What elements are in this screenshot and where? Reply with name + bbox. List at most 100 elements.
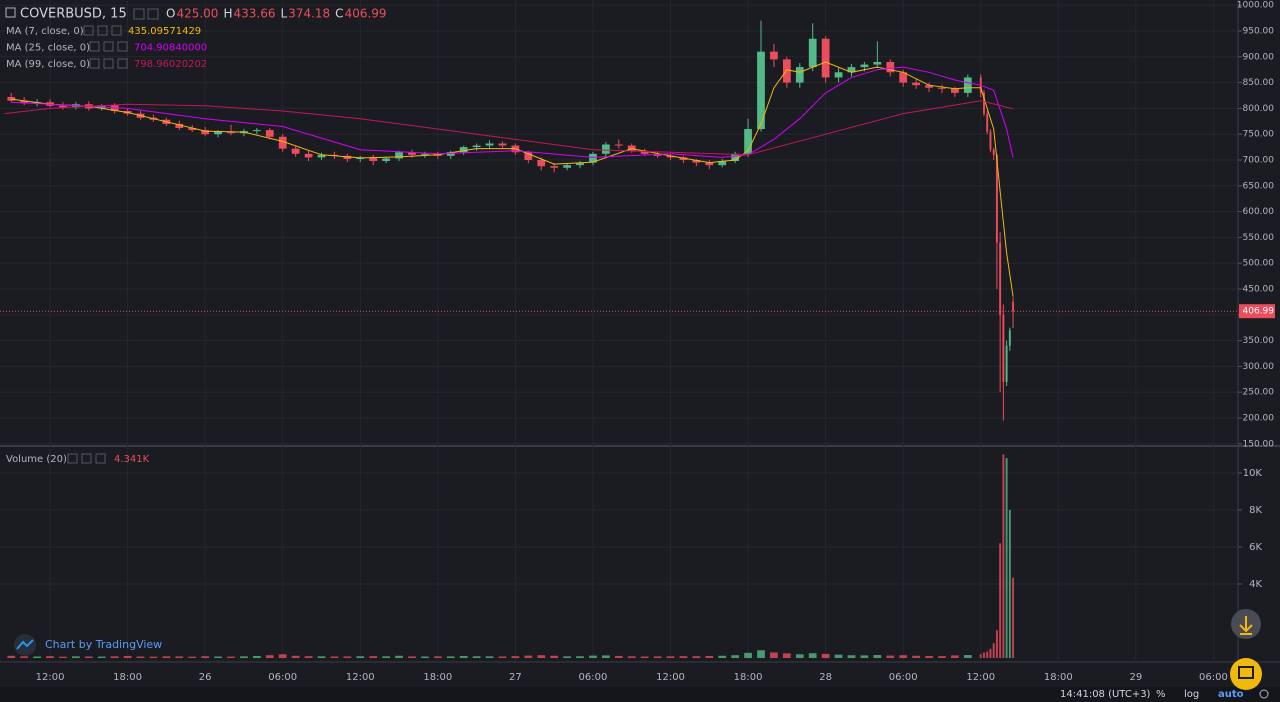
volume-bar (873, 655, 882, 658)
x-tick-label: 29 (1130, 672, 1143, 683)
settings-icon[interactable] (1259, 689, 1269, 699)
candle-body (992, 149, 995, 155)
volume-bar (240, 656, 248, 658)
y-tick-label: 6K (1249, 542, 1262, 553)
volume-bar (886, 655, 895, 658)
volume-bar (614, 655, 623, 658)
candle-body (999, 242, 1002, 315)
ma-legend-value: 704.90840000 (134, 43, 207, 54)
volume-bar (395, 655, 403, 658)
ma-line (4, 100, 1014, 156)
ma-legend: MA (25, close, 0) (6, 43, 90, 54)
x-tick-label: 18:00 (423, 672, 452, 683)
candle-body (995, 154, 998, 243)
y-tick-label: 700.00 (1243, 156, 1275, 166)
volume-bar (188, 656, 197, 658)
volume-bar (459, 655, 468, 658)
volume-bar (72, 656, 80, 658)
volume-bar (356, 656, 365, 658)
y-tick-label: 300.00 (1243, 362, 1275, 372)
volume-bar (524, 655, 533, 658)
candle-body (343, 155, 352, 159)
candle-body (214, 131, 222, 135)
volume-bar (995, 630, 998, 658)
candle-body (989, 131, 992, 150)
volume-bar (136, 656, 145, 658)
ma-line (11, 66, 1014, 158)
volume-bar (511, 656, 520, 658)
candle-body (291, 148, 300, 154)
ohlc-key: L (280, 7, 287, 21)
ohlc-value: 425.00 (176, 7, 218, 21)
volume-title: Volume (20) (6, 454, 67, 465)
ohlc-key: O (166, 7, 175, 21)
x-tick-label: 18:00 (1044, 672, 1073, 683)
candle-body (757, 51, 765, 130)
volume-bar (369, 656, 378, 658)
log-button[interactable]: log (1184, 689, 1199, 700)
volume-bar (498, 656, 507, 658)
chat-button[interactable] (1230, 658, 1262, 690)
volume-bar (408, 656, 416, 658)
volume-bar (938, 656, 946, 658)
y-tick-label: 200.00 (1243, 414, 1275, 424)
candle-body (1008, 330, 1011, 346)
volume-bar (485, 656, 494, 658)
candle-body (744, 129, 752, 154)
candle-body (382, 158, 391, 162)
volume-last: 4.341K (114, 454, 150, 465)
x-tick-label: 06:00 (1199, 672, 1228, 683)
volume-bar (992, 643, 995, 658)
candle-body (821, 38, 830, 78)
candle-body (912, 82, 921, 86)
candle-body (666, 155, 675, 158)
candle-body (925, 85, 933, 88)
volume-bar (989, 648, 992, 658)
candle-body (847, 67, 856, 73)
volume-bar (795, 654, 804, 658)
volume-bar (46, 656, 54, 658)
volume-bar (343, 656, 352, 658)
ma-legend: MA (99, close, 0) (6, 59, 90, 70)
watermark[interactable]: Chart by TradingView (45, 638, 162, 651)
volume-bar (7, 655, 16, 658)
candle-body (963, 77, 972, 93)
legend-icons[interactable] (67, 8, 159, 464)
candle-body (188, 128, 197, 131)
volume-bar (640, 656, 649, 658)
x-tick-label: 28 (819, 672, 832, 683)
ma-legend: MA (7, close, 0) (6, 26, 84, 37)
volume-bar (925, 655, 933, 658)
candle-body (705, 162, 714, 166)
volume-bar (718, 655, 727, 658)
ohlc-key: H (223, 7, 232, 21)
volume-bar (1012, 577, 1015, 658)
volume-bar (963, 655, 972, 658)
y-tick-label: 800.00 (1243, 104, 1275, 114)
ohlc-value: 433.66 (233, 7, 275, 21)
volume-bar (291, 655, 300, 658)
volume-bar (433, 656, 442, 658)
y-tick-label: 250.00 (1243, 388, 1275, 398)
collapse-icon[interactable] (5, 7, 16, 18)
candle-body (395, 152, 403, 159)
auto-button[interactable]: auto (1218, 689, 1244, 700)
y-tick-label: 600.00 (1243, 207, 1275, 217)
volume-bar (860, 655, 869, 658)
x-tick-label: 12:00 (966, 672, 995, 683)
candle-body (472, 145, 481, 148)
x-tick-label: 12:00 (36, 672, 65, 683)
volume-bar (550, 655, 559, 658)
y-tick-label: 850.00 (1243, 78, 1275, 88)
candle-body (576, 162, 584, 166)
x-tick-label: 18:00 (734, 672, 763, 683)
x-tick-label: 27 (509, 672, 522, 683)
x-tick-label: 06:00 (579, 672, 608, 683)
candle-body (317, 154, 326, 158)
percent-button[interactable]: % (1156, 689, 1166, 700)
volume-bar (382, 656, 391, 658)
volume-bar (679, 656, 688, 658)
volume-bar (563, 656, 571, 658)
